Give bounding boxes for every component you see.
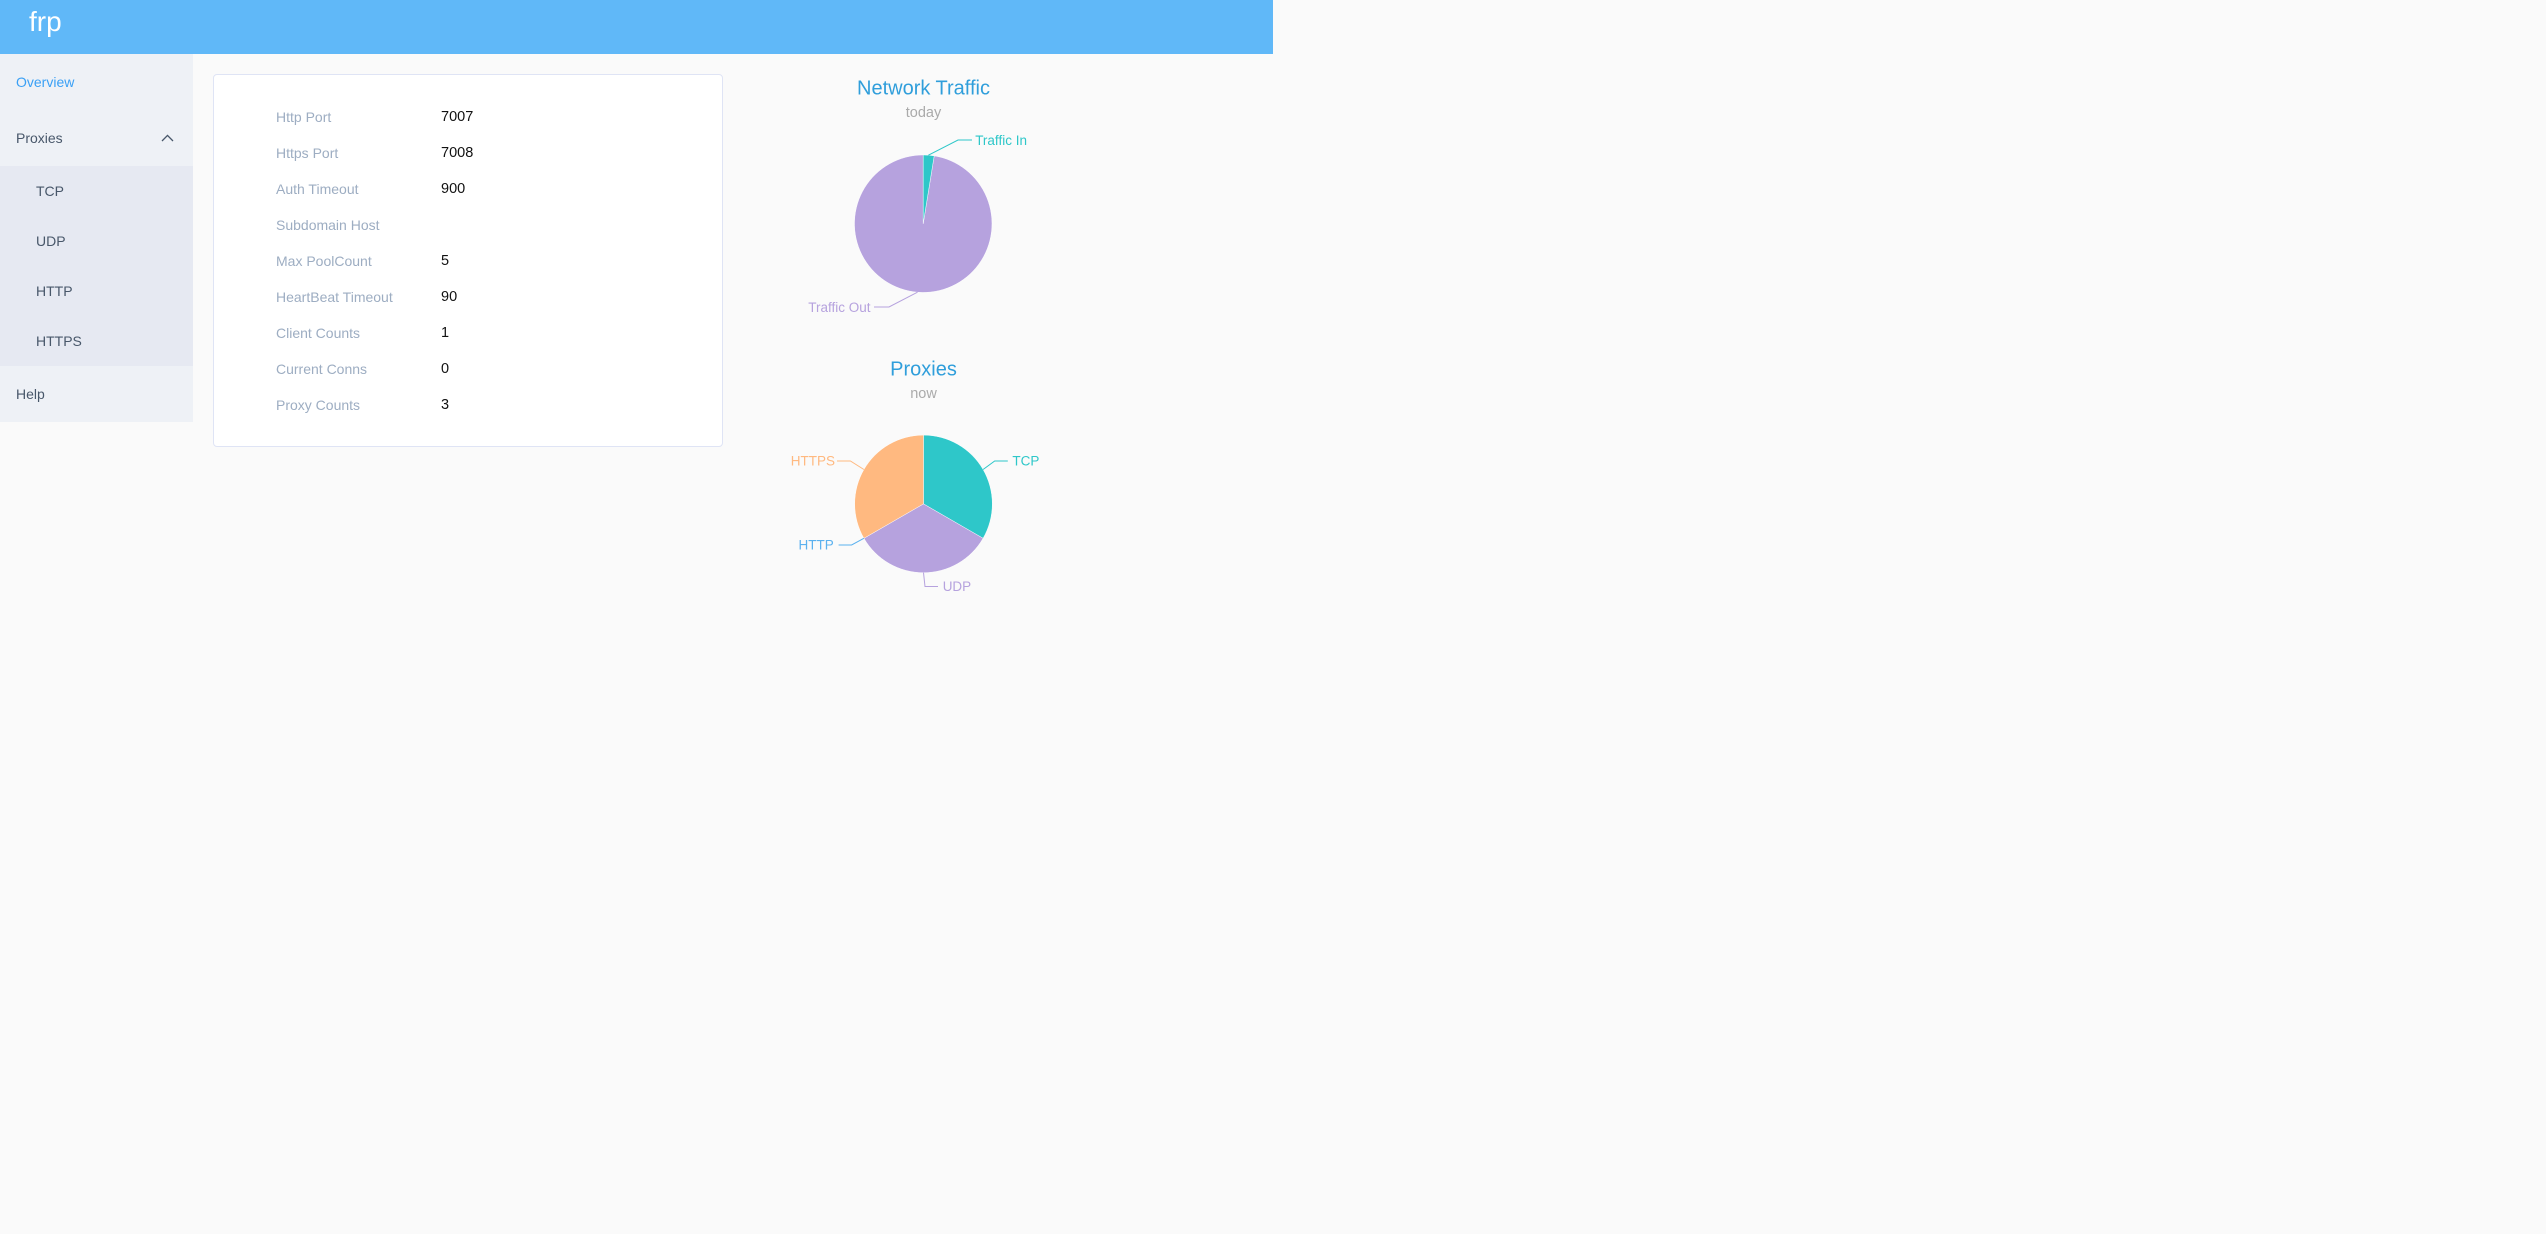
svg-text:Traffic Out: Traffic Out bbox=[808, 300, 871, 315]
svg-text:UDP: UDP bbox=[943, 579, 972, 594]
svg-text:HTTP: HTTP bbox=[799, 538, 834, 553]
svg-text:Network Traffic: Network Traffic bbox=[857, 77, 990, 99]
svg-text:HTTPS: HTTPS bbox=[791, 454, 835, 469]
svg-text:Proxies: Proxies bbox=[890, 359, 957, 381]
svg-text:now: now bbox=[910, 386, 937, 402]
svg-text:TCP: TCP bbox=[1012, 454, 1039, 469]
svg-text:today: today bbox=[906, 105, 942, 121]
svg-text:Traffic In: Traffic In bbox=[975, 133, 1027, 148]
